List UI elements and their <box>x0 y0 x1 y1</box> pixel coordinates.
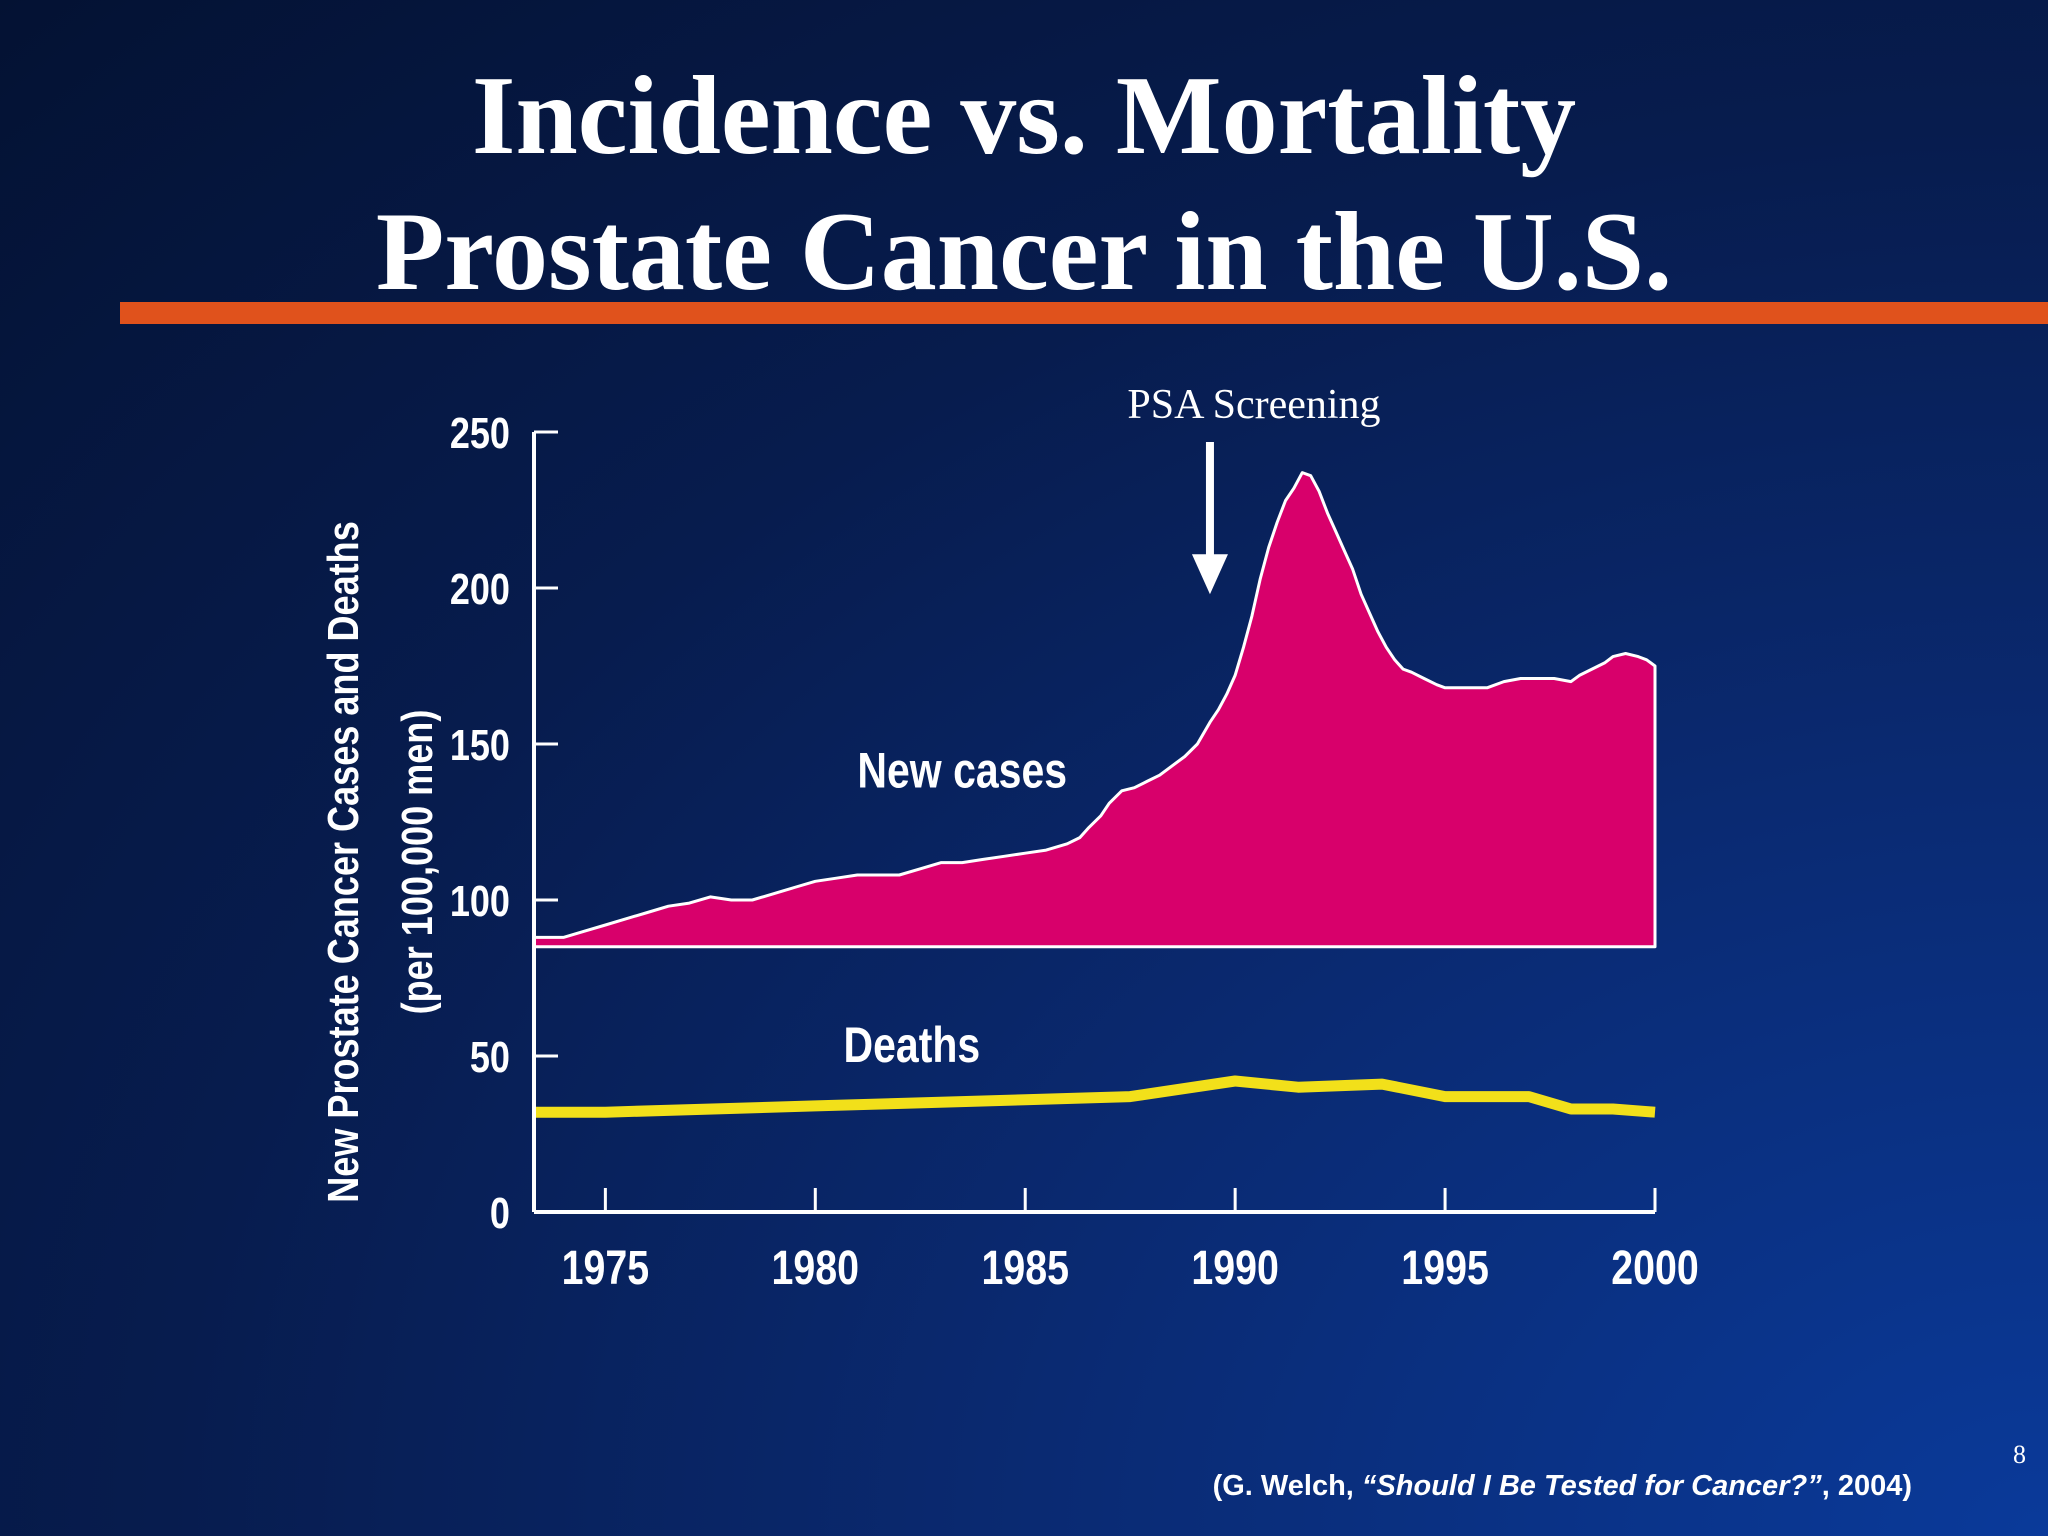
title-line-1: Incidence vs. Mortality <box>471 54 1577 178</box>
page-number: 8 <box>2013 1440 2026 1469</box>
psa-screening-label: PSA Screening <box>1127 382 1380 428</box>
deaths-label: Deaths <box>844 1017 981 1073</box>
title-divider <box>120 302 2048 324</box>
x-tick-label: 1980 <box>772 1241 860 1295</box>
title-line-2: Prostate Cancer in the U.S. <box>375 190 1673 314</box>
x-tick-label: 1975 <box>562 1241 650 1295</box>
y-axis-title-line-1: New Prostate Cancer Cases and Deaths <box>319 521 368 1203</box>
slide-title: Incidence vs. Mortality Prostate Cancer … <box>0 48 2048 320</box>
new-cases-area <box>532 471 1657 949</box>
deaths-line <box>534 1075 1656 1118</box>
psa-arrow-head <box>1191 554 1228 595</box>
y-tick-label: 150 <box>450 721 510 770</box>
citation-prefix: (G. Welch, <box>1212 1470 1362 1502</box>
x-tick-label: 1990 <box>1191 1241 1279 1295</box>
y-tick-label: 200 <box>450 565 510 614</box>
x-tick-label: 1995 <box>1401 1241 1489 1295</box>
y-tick-label: 0 <box>490 1189 510 1238</box>
x-tick-label: 1985 <box>981 1241 1069 1295</box>
citation-suffix: , 2004) <box>1821 1470 1912 1502</box>
citation-title: “Should I Be Tested for Cancer?” <box>1361 1470 1822 1502</box>
y-tick-label: 50 <box>470 1033 510 1082</box>
citation: (G. Welch, “Should I Be Tested for Cance… <box>1213 1470 1912 1503</box>
y-tick-label: 250 <box>450 409 510 458</box>
y-tick-label: 100 <box>450 877 510 926</box>
x-tick-label: 2000 <box>1611 1241 1699 1295</box>
y-axis-title-line-2: (per 100,000 men) <box>393 710 442 1015</box>
new-cases-label: New cases <box>857 743 1067 799</box>
